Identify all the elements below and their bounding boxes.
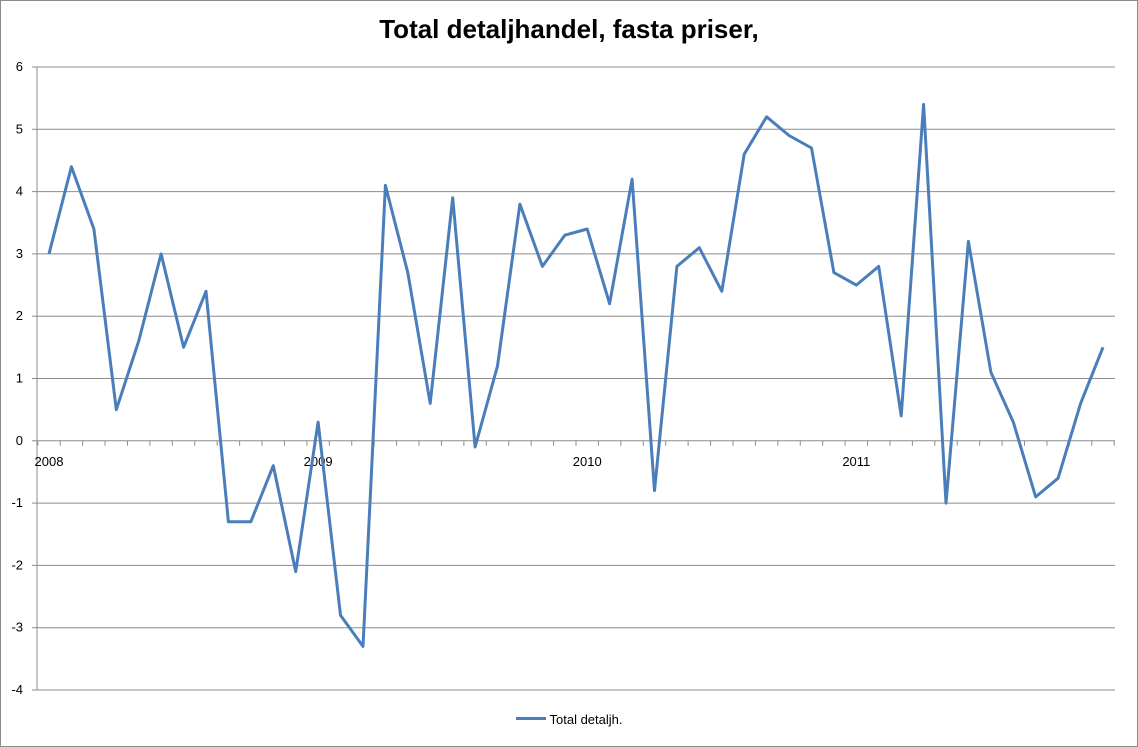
y-axis: -4 -3 -2 -1 0 1 2 3 4 5 6 (11, 59, 38, 697)
y-tick-label: 3 (16, 246, 23, 261)
legend-label: Total detaljh. (549, 712, 623, 727)
x-tick-label: 2009 (304, 454, 333, 469)
y-tick-label: 5 (16, 121, 23, 136)
legend: Total detaljh. (0, 712, 1138, 727)
x-tick-label: 2011 (842, 454, 870, 469)
chart-title: Total detaljhandel, fasta priser, (379, 14, 759, 44)
x-tick-label: 2008 (35, 454, 64, 469)
y-tick-label: -2 (11, 557, 23, 572)
y-tick-label: 6 (16, 59, 23, 74)
y-tick-label: 1 (16, 371, 23, 386)
x-tick-label: 2010 (573, 454, 602, 469)
gridlines (37, 66, 1115, 691)
x-axis: 2008 2009 2010 2011 (35, 440, 1115, 469)
series-group (47, 102, 1105, 648)
y-tick-label: 2 (16, 308, 23, 323)
y-tick-label: 4 (16, 184, 23, 199)
series-line-total-detaljh (47, 102, 1105, 648)
y-tick-label: -1 (11, 495, 23, 510)
y-tick-label: -3 (11, 620, 23, 635)
y-tick-label: -4 (11, 682, 23, 697)
y-tick-label: 0 (16, 433, 23, 448)
legend-swatch (515, 717, 546, 721)
